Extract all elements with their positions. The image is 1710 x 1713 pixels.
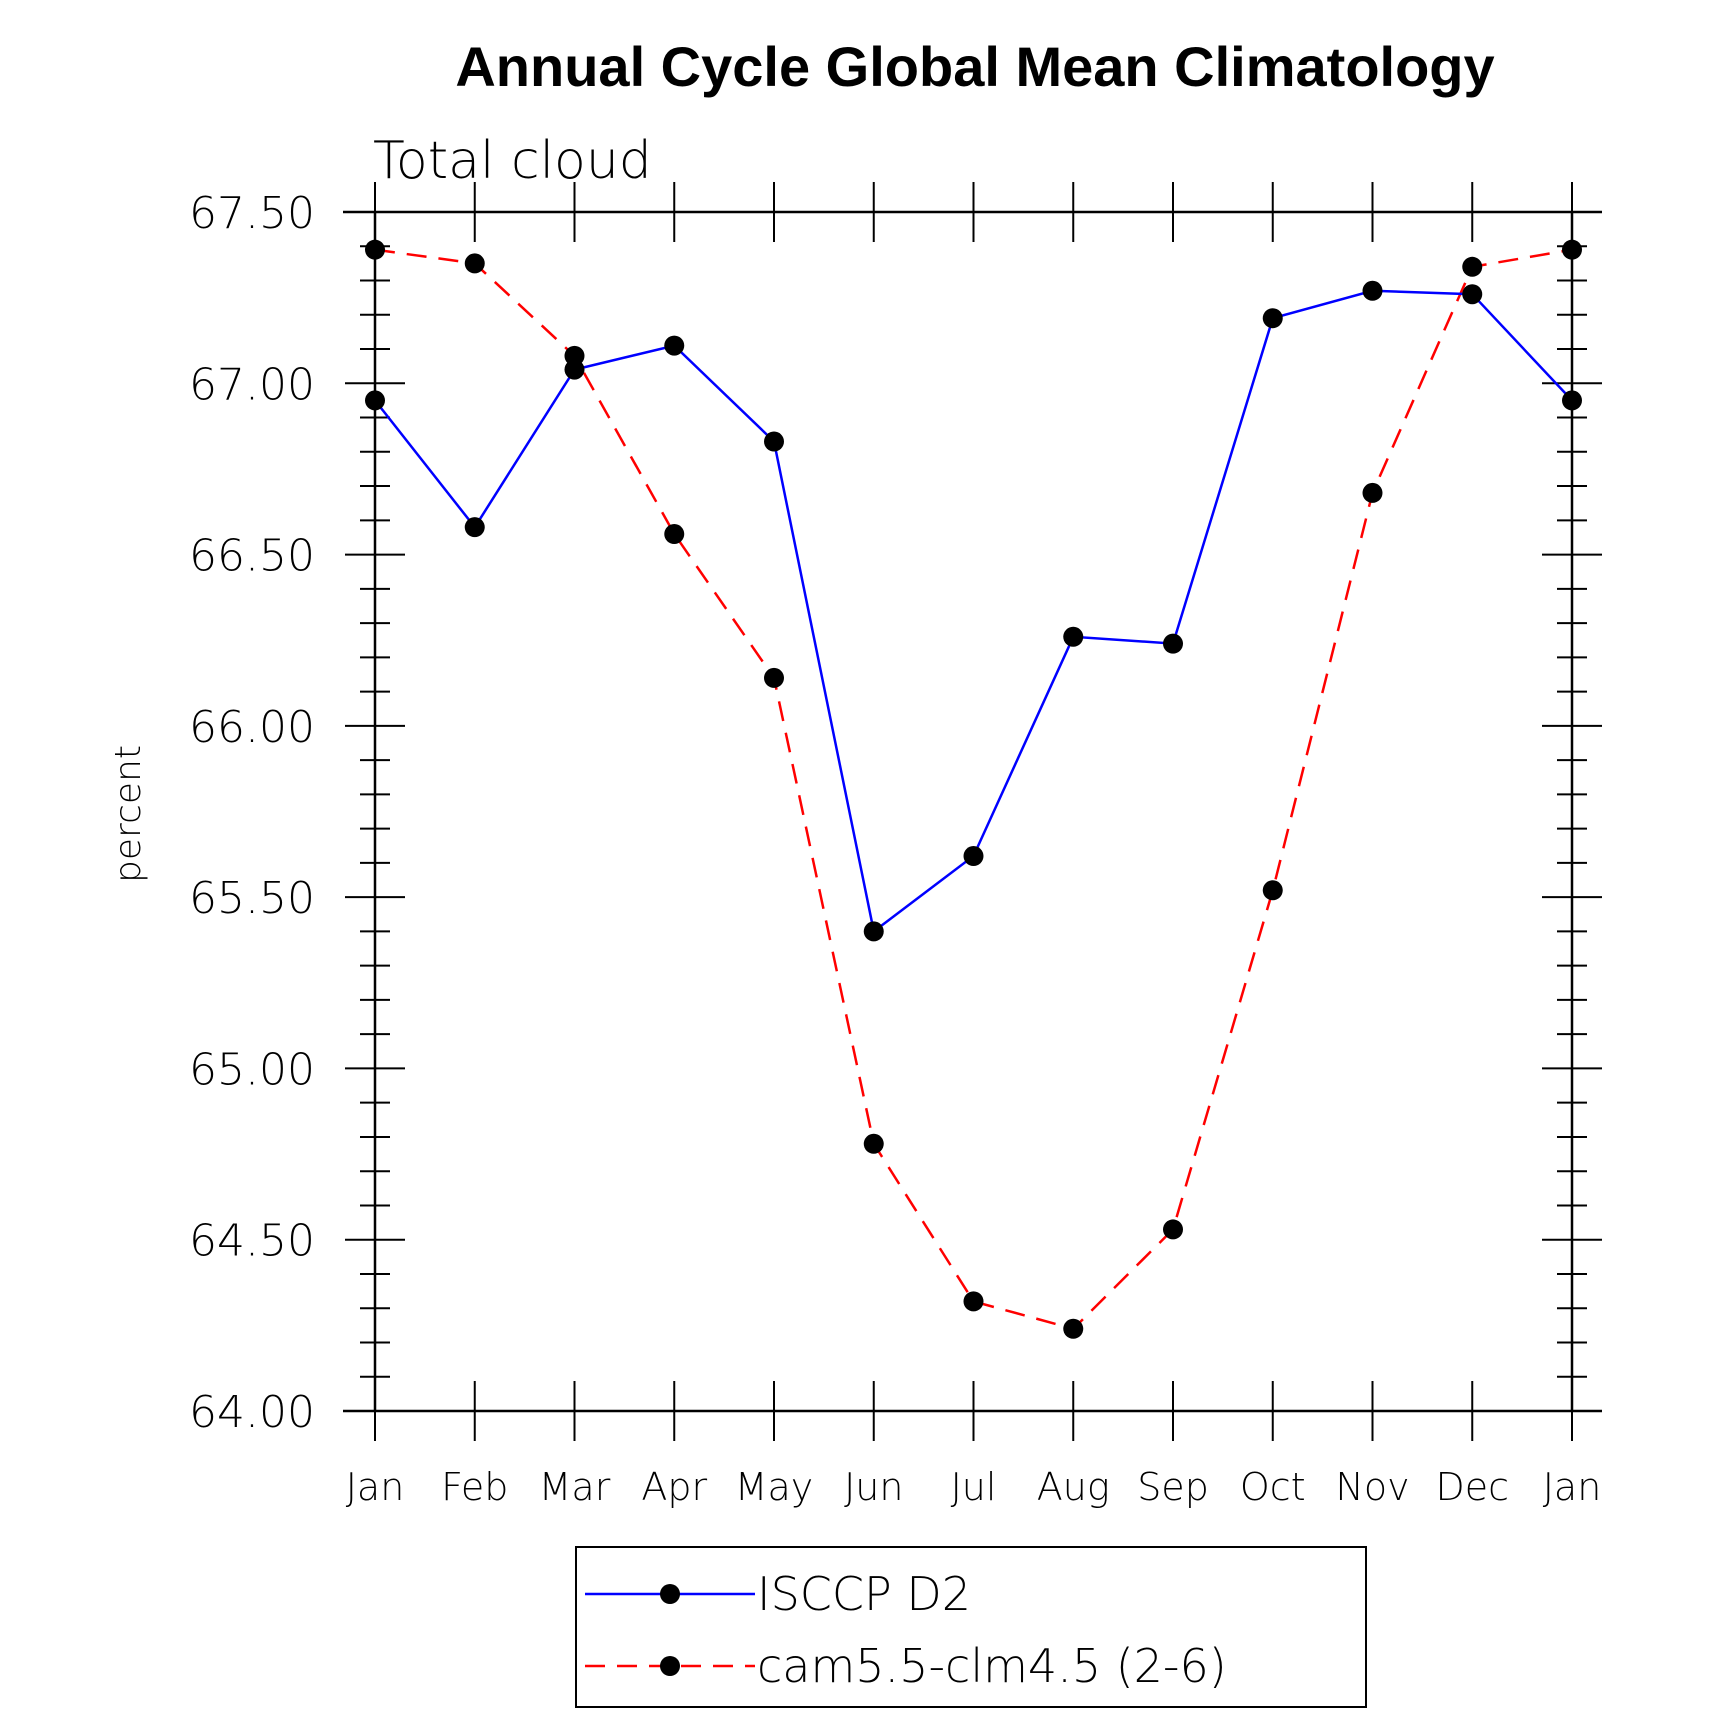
data-point-series-0 — [1262, 308, 1283, 329]
data-point-series-1 — [1562, 239, 1582, 260]
x-tick-label: Apr — [641, 1465, 707, 1509]
data-point-series-0 — [464, 517, 485, 538]
legend-box — [575, 1546, 1367, 1708]
series-line-1 — [374, 248, 1573, 1331]
x-tick-labels: Jan Feb Mar Apr May Jun Jul Aug Sep Oct Nov Dec Jan — [346, 1465, 1602, 1509]
data-point-series-1 — [863, 1133, 884, 1154]
x-tick-label: Jan — [1543, 1465, 1602, 1509]
data-point-series-0 — [1063, 626, 1084, 647]
x-tick-label: Jul — [951, 1465, 997, 1509]
data-point-series-1 — [1462, 256, 1483, 277]
data-point-series-1 — [1262, 880, 1283, 901]
chart-title: Annual Cycle Global Mean Climatology — [455, 35, 1494, 98]
x-tick-label: Jan — [346, 1465, 405, 1509]
x-tick-label: May — [735, 1465, 814, 1509]
data-point-series-1 — [1063, 1318, 1084, 1339]
data-point-series-0 — [1362, 280, 1383, 301]
legend-label-isccp: ISCCP D2 — [757, 1567, 971, 1621]
series-lines — [374, 248, 1573, 1331]
data-point-series-1 — [564, 345, 585, 366]
data-point-series-1 — [1362, 482, 1383, 503]
chart-subtitle: Total cloud — [373, 131, 652, 191]
data-point-series-1 — [664, 524, 685, 545]
data-point-series-0 — [963, 846, 984, 867]
x-tick-label: Feb — [441, 1465, 508, 1509]
data-point-series-0 — [365, 390, 385, 411]
data-point-series-0 — [1163, 633, 1183, 654]
x-tick-label: Mar — [539, 1465, 611, 1509]
data-point-series-1 — [464, 253, 485, 274]
legend-marker-isccp — [660, 1584, 680, 1604]
y-tick-label: 65.00 — [189, 1044, 315, 1095]
axis-ticks — [345, 182, 1602, 1441]
data-point-series-0 — [1562, 390, 1582, 411]
data-point-series-1 — [365, 239, 385, 260]
series-points — [365, 239, 1582, 1339]
data-point-series-1 — [764, 667, 784, 688]
x-tick-label: Aug — [1037, 1465, 1110, 1509]
data-point-series-0 — [764, 431, 784, 452]
y-tick-label: 67.00 — [189, 359, 315, 410]
legend-marker-cam — [660, 1656, 680, 1676]
legend: ISCCP D2 cam5.5-clm4.5 (2-6) — [575, 1546, 1367, 1708]
data-point-series-0 — [664, 335, 685, 356]
x-tick-label: Dec — [1435, 1465, 1509, 1509]
x-tick-label: Sep — [1137, 1465, 1209, 1509]
x-tick-label: Nov — [1335, 1465, 1409, 1509]
y-tick-label: 67.50 — [189, 188, 315, 239]
y-tick-label: 64.00 — [189, 1387, 315, 1438]
data-point-series-0 — [564, 359, 585, 380]
axes-frame — [343, 210, 1602, 1413]
series-line-0 — [374, 289, 1573, 934]
y-tick-labels: 64.00 64.50 65.00 65.50 66.00 66.50 67.00 67.50 — [189, 188, 315, 1438]
data-point-series-0 — [1462, 284, 1483, 305]
x-tick-label: Jun — [844, 1465, 903, 1509]
legend-label-cam: cam5.5-clm4.5 (2-6) — [757, 1639, 1227, 1693]
x-tick-label: Oct — [1240, 1465, 1306, 1509]
data-point-series-1 — [1163, 1219, 1183, 1240]
y-axis-label: percent — [108, 745, 149, 883]
y-tick-label: 66.50 — [189, 531, 315, 582]
y-tick-label: 64.50 — [189, 1216, 315, 1267]
y-tick-label: 65.50 — [189, 873, 315, 924]
y-tick-label: 66.00 — [189, 702, 315, 753]
data-point-series-1 — [963, 1291, 984, 1312]
data-point-series-0 — [863, 921, 884, 942]
